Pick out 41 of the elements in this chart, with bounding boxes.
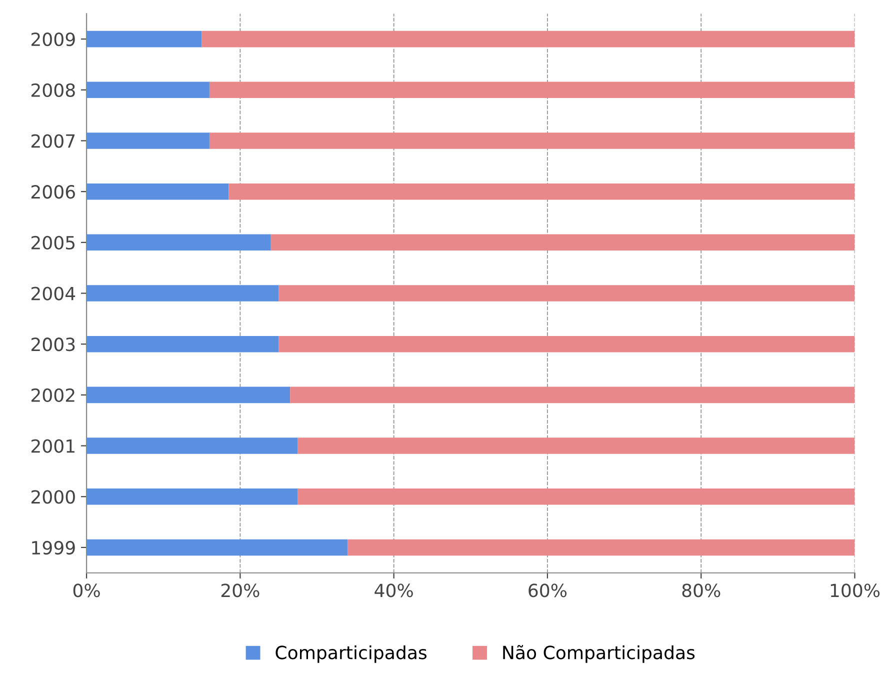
bar: [86, 234, 271, 251]
bar: [86, 386, 290, 404]
x-tick-label: 40%: [374, 584, 413, 598]
x-tick-label: 20%: [221, 584, 260, 598]
bar: [86, 30, 202, 48]
bar: [298, 488, 855, 505]
bar: [86, 82, 210, 98]
bar: [298, 438, 855, 454]
y-tick-label: 2008: [31, 83, 75, 98]
y-tick-label: 2002: [31, 388, 74, 402]
y-tick-label: 2003: [31, 338, 75, 352]
bar: [86, 438, 298, 454]
y-tick-label: 2007: [31, 134, 75, 148]
bar: [86, 132, 210, 149]
bar: [86, 183, 229, 200]
y-tick-label: 1999: [32, 540, 75, 555]
bar: [348, 539, 855, 556]
x-tick-label: 100%: [830, 584, 880, 598]
y-tick-label: 2005: [31, 236, 75, 250]
bar: [270, 234, 855, 251]
bar: [278, 285, 855, 302]
x-tick-label: 60%: [528, 584, 567, 598]
bar: [86, 336, 279, 352]
bar: [86, 285, 279, 302]
y-tick-label: 2001: [31, 439, 74, 453]
y-tick-label: 2004: [31, 286, 76, 300]
bar: [209, 82, 855, 98]
bar: [228, 183, 855, 200]
bar: [278, 336, 855, 352]
legend-label: Comparticipadas: [276, 645, 427, 663]
legend-label: Não Comparticipadas: [503, 645, 695, 663]
bar: [209, 132, 855, 149]
y-tick-label: 2000: [31, 490, 75, 504]
x-tick-label: 0%: [73, 584, 100, 598]
bar: [202, 30, 855, 48]
y-tick-label: 2006: [31, 185, 75, 199]
bar: [86, 488, 298, 505]
bar: [290, 386, 855, 404]
x-tick-label: 80%: [682, 584, 720, 598]
bar: [86, 539, 348, 556]
y-tick-label: 2009: [31, 32, 75, 46]
